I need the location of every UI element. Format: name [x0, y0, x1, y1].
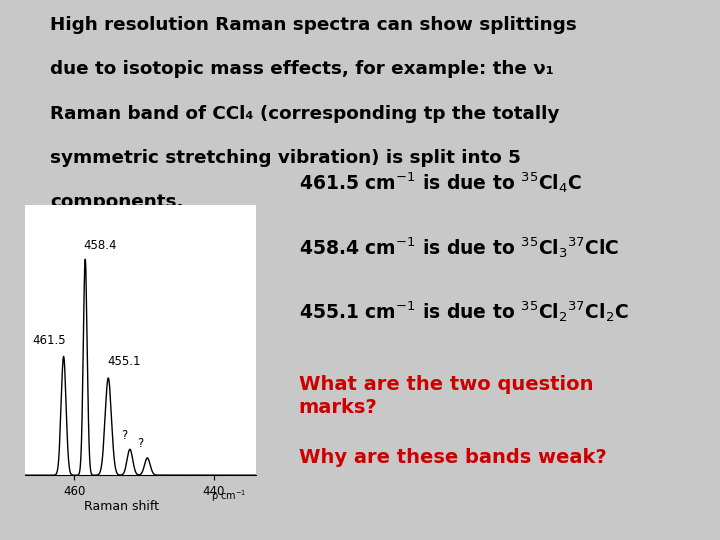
- Text: What are the two question
marks?: What are the two question marks?: [299, 375, 593, 417]
- Text: Why are these bands weak?: Why are these bands weak?: [299, 448, 606, 467]
- Text: 458.4 cm$^{-1}$ is due to $^{35}$Cl$_3$$^{37}$ClC: 458.4 cm$^{-1}$ is due to $^{35}$Cl$_3$$…: [299, 235, 619, 260]
- Text: Raman shift: Raman shift: [84, 500, 159, 512]
- Text: 455.1: 455.1: [107, 355, 140, 368]
- Text: 461.5: 461.5: [32, 334, 66, 347]
- Text: components.: components.: [50, 193, 184, 211]
- Text: ?: ?: [121, 429, 127, 442]
- Text: Raman band of CCl₄ (corresponding tp the totally: Raman band of CCl₄ (corresponding tp the…: [50, 105, 559, 123]
- Text: symmetric stretching vibration) is split into 5: symmetric stretching vibration) is split…: [50, 149, 521, 167]
- Text: 458.4: 458.4: [84, 239, 117, 252]
- Text: High resolution Raman spectra can show splittings: High resolution Raman spectra can show s…: [50, 16, 577, 34]
- Text: due to isotopic mass effects, for example: the ν₁: due to isotopic mass effects, for exampl…: [50, 60, 554, 78]
- Text: ?: ?: [138, 437, 143, 450]
- Text: ρ cm$^{-1}$: ρ cm$^{-1}$: [211, 489, 246, 504]
- Text: 461.5 cm$^{-1}$ is due to $^{35}$Cl$_4$C: 461.5 cm$^{-1}$ is due to $^{35}$Cl$_4$C: [299, 170, 582, 195]
- Text: 455.1 cm$^{-1}$ is due to $^{35}$Cl$_2$$^{37}$Cl$_2$C: 455.1 cm$^{-1}$ is due to $^{35}$Cl$_2$$…: [299, 300, 629, 325]
